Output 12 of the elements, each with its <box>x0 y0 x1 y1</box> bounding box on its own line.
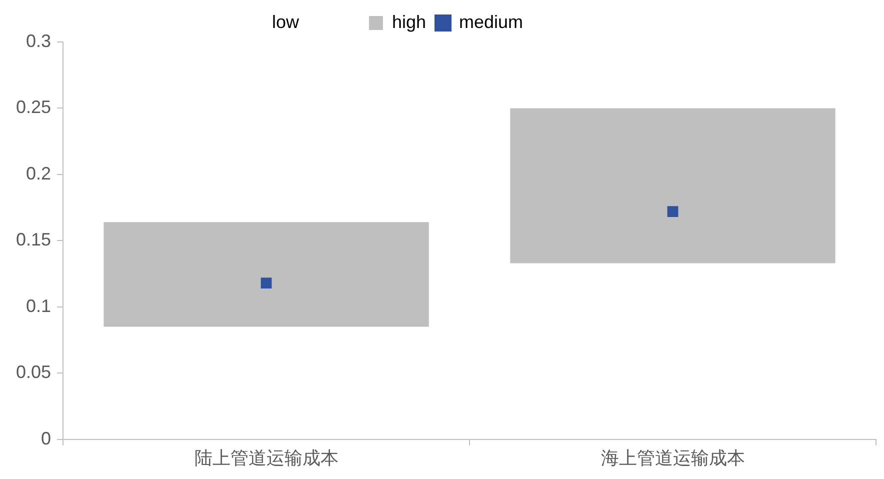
y-tick-label: 0.3 <box>26 30 52 51</box>
y-tick-label: 0.15 <box>16 230 52 250</box>
y-tick-label: 0 <box>41 428 52 448</box>
legend-label: high <box>392 12 426 32</box>
legend-label: medium <box>459 12 524 32</box>
y-tick-label: 0.25 <box>16 97 52 118</box>
y-tick-label: 0.05 <box>16 362 52 382</box>
x-tick-label: 陆上管道运输成本 <box>194 448 338 468</box>
y-tick-label: 0.1 <box>26 296 52 316</box>
x-tick-label: 海上管道运输成本 <box>600 448 745 468</box>
y-tick-label: 0.2 <box>26 163 52 184</box>
text: low <box>272 12 300 32</box>
